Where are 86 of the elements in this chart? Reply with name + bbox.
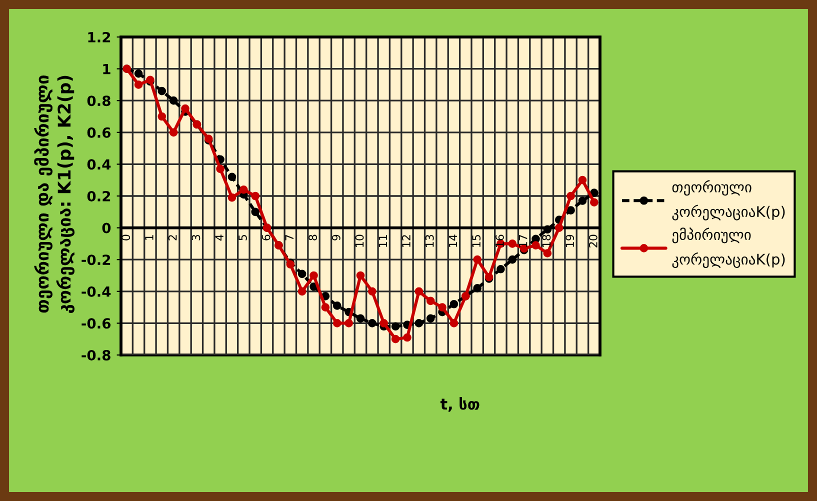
point: [134, 69, 143, 78]
point: [438, 303, 446, 312]
y-tick-label: 0.8: [87, 96, 110, 106]
point: [356, 314, 365, 323]
point: [251, 192, 260, 200]
point: [158, 112, 166, 121]
point: [543, 225, 552, 234]
x-axis-title: t, სთ: [440, 397, 480, 412]
point: [332, 319, 342, 328]
point: [344, 319, 353, 328]
point: [240, 185, 248, 194]
point: [426, 296, 435, 306]
x-tick-label: 5: [238, 235, 247, 240]
x-tick-label: 4: [215, 234, 224, 241]
x-tick-label: 18: [542, 234, 551, 247]
point: [450, 300, 458, 308]
y-tick-label: 0.4: [87, 159, 111, 170]
y-tick-label: 0.2: [87, 190, 110, 202]
point: [473, 284, 482, 292]
point: [391, 322, 400, 331]
point: [251, 208, 260, 216]
point: [426, 314, 435, 323]
x-tick-label: 11: [378, 235, 387, 247]
x-tick-label: 7: [285, 235, 294, 240]
point: [380, 319, 388, 328]
point: [566, 206, 575, 214]
y-tick-label: 0: [102, 222, 111, 234]
point: [216, 164, 224, 174]
point: [321, 303, 330, 312]
point: [158, 86, 166, 96]
x-tick-label: 15: [472, 235, 481, 247]
point: [134, 80, 143, 89]
y-tick-label: 0.6: [87, 127, 111, 138]
point: [590, 188, 598, 197]
point: [368, 287, 376, 296]
point: [356, 271, 365, 280]
x-tick-label: 1: [145, 235, 154, 240]
point: [332, 302, 342, 310]
y-tick-label: 1.2: [88, 32, 110, 42]
x-tick-label: 19: [566, 234, 574, 247]
y-tick-label: -0.8: [82, 350, 110, 360]
point: [414, 287, 424, 296]
legend-label: ემპირიული კორელაციაK(p): [672, 228, 785, 268]
point: [473, 255, 482, 264]
point: [368, 319, 376, 328]
x-tick-label: 14: [448, 234, 458, 247]
y-tick-label: -0.6: [82, 318, 111, 329]
x-tick-label: 12: [402, 235, 410, 247]
point: [181, 104, 190, 113]
x-tick-label: 10: [355, 234, 364, 247]
point: [169, 96, 178, 105]
legend-label: თეორიული კორელაციაK(p): [672, 180, 785, 220]
point: [310, 271, 318, 280]
point: [450, 319, 458, 328]
x-tick-label: 9: [332, 234, 340, 240]
point: [578, 196, 587, 205]
point: [566, 192, 575, 200]
point: [228, 193, 236, 202]
x-tick-label: 6: [262, 234, 270, 240]
x-tick-label: 13: [425, 234, 434, 247]
x-tick-label: 2: [168, 235, 177, 240]
x-tick-label: 3: [192, 234, 200, 240]
point: [298, 287, 306, 296]
y-axis-title: თეორიული და ემპირიული კორელაცია: K1(p), K2(p): [34, 76, 75, 313]
x-tick-label: 20: [588, 234, 598, 248]
point: [414, 319, 424, 328]
point: [532, 241, 540, 250]
point: [391, 334, 400, 344]
x-tick-label: 8: [308, 234, 317, 240]
point: [228, 172, 236, 182]
y-tick-label: -0.2: [82, 254, 110, 266]
x-tick-label: 16: [496, 234, 504, 247]
y-tick-label: 1: [103, 64, 110, 74]
x-tick-label: 0: [122, 234, 130, 240]
point: [496, 264, 505, 274]
x-tick-label: 17: [519, 235, 528, 247]
point: [508, 240, 517, 248]
point: [554, 224, 564, 232]
point: [578, 176, 587, 184]
point: [543, 249, 552, 258]
point: [403, 333, 412, 342]
point: [590, 198, 598, 207]
point: [169, 128, 178, 137]
y-tick-label: -0.4: [82, 286, 111, 297]
point: [508, 255, 517, 264]
point: [298, 270, 306, 278]
